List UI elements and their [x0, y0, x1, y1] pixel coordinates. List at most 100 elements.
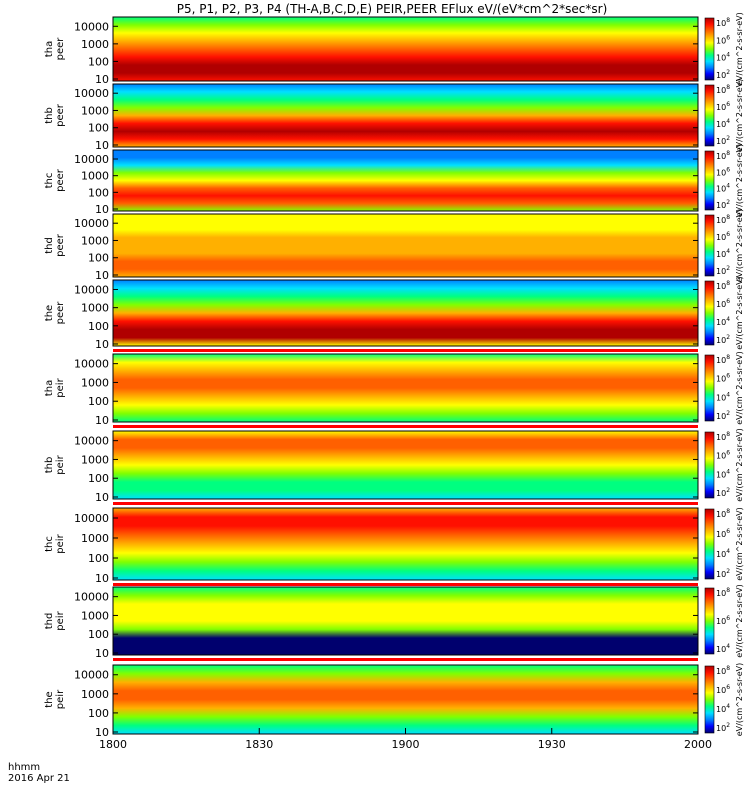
- panel-frame: [112, 149, 699, 212]
- colorbar: [704, 150, 715, 211]
- ytick-label: 10000: [74, 283, 109, 296]
- time-label-date: 2016 Apr 21: [8, 773, 70, 784]
- time-label-hhmm: hhmm: [8, 762, 40, 773]
- cb-exp: 4: [726, 548, 730, 555]
- ytick-label: 100: [88, 395, 109, 408]
- cb-exp: 6: [726, 166, 730, 173]
- ytick-label: 100: [88, 320, 109, 333]
- ytick-label: 10: [95, 726, 109, 739]
- cb-exp: 2: [726, 487, 730, 494]
- ylabel-thd-peir: thdpeir: [44, 610, 66, 630]
- cb-exp: 4: [726, 118, 730, 125]
- ytick-label: 1000: [81, 170, 109, 183]
- cb-base: 10: [716, 470, 726, 479]
- xtick-label: 1900: [392, 738, 420, 751]
- colorbar-tick: 106: [716, 101, 730, 112]
- colorbar-label: eV/(cm^2-s-sr-eV): [735, 79, 744, 152]
- ytick-label: 1000: [81, 376, 109, 389]
- colorbar-tick: 108: [716, 214, 730, 225]
- figure-title: P5, P1, P2, P3, P4 (TH-A,B,C,D,E) PEIR,P…: [177, 2, 608, 16]
- colorbar-tick: 104: [716, 183, 730, 194]
- ytick-label: 10: [95, 203, 109, 216]
- colorbar-label: eV/(cm^2-s-sr-eV): [735, 507, 744, 580]
- cb-exp: 8: [726, 508, 730, 515]
- cb-base: 10: [716, 152, 726, 161]
- panel-frame: [112, 353, 699, 423]
- cb-exp: 6: [726, 528, 730, 535]
- cb-exp: 8: [726, 665, 730, 672]
- cb-base: 10: [716, 103, 726, 112]
- colorbar: [704, 665, 715, 734]
- colorbar-tick: 102: [716, 135, 730, 146]
- cb-exp: 4: [726, 316, 730, 323]
- ytick-label: 10000: [74, 435, 109, 448]
- spectrogram-thc-peir: [113, 508, 698, 580]
- colorbar: [704, 354, 715, 422]
- cb-exp: 2: [726, 265, 730, 272]
- ytick-label: 1000: [81, 104, 109, 117]
- ytick-label: 1000: [81, 609, 109, 622]
- colorbar-tick: 108: [716, 508, 730, 519]
- spectrogram-thc-peer: [113, 150, 698, 211]
- ytick-label: 10000: [74, 153, 109, 166]
- colorbar-tick: 108: [716, 17, 730, 28]
- colorbar-tick: 106: [716, 166, 730, 177]
- cb-exp: 8: [726, 354, 730, 361]
- ylabel-the-peir: thepeir: [44, 689, 66, 709]
- ytick-label: 1000: [81, 532, 109, 545]
- cb-base: 10: [716, 318, 726, 327]
- colorbar-tick: 108: [716, 280, 730, 291]
- ylabel-product: peer: [55, 301, 66, 325]
- colorbar: [704, 280, 715, 346]
- cb-base: 10: [716, 86, 726, 95]
- cb-exp: 2: [726, 410, 730, 417]
- cb-base: 10: [716, 356, 726, 365]
- cb-base: 10: [716, 393, 726, 402]
- spectrogram-thb-peer: [113, 84, 698, 147]
- ylabel-probe: thd: [44, 613, 55, 630]
- ytick-label: 100: [88, 628, 109, 641]
- ylabel-probe: the: [44, 305, 55, 321]
- ytick-label: 1000: [81, 302, 109, 315]
- colorbar-tick: 108: [716, 84, 730, 95]
- cb-exp: 8: [726, 587, 730, 594]
- cb-base: 10: [716, 589, 726, 598]
- cb-base: 10: [716, 645, 726, 654]
- cb-base: 10: [716, 168, 726, 177]
- ytick-label: 100: [88, 55, 109, 68]
- cb-base: 10: [716, 216, 726, 225]
- cb-exp: 2: [726, 69, 730, 76]
- cb-base: 10: [716, 201, 726, 210]
- ytick-label: 1000: [81, 688, 109, 701]
- ytick-label: 1000: [81, 453, 109, 466]
- spectrogram-thd-peir: [113, 587, 698, 655]
- time-axis: 1800 1830 1900 1930 2000: [99, 728, 712, 751]
- ytick-label: 100: [88, 122, 109, 135]
- cb-exp: 4: [726, 52, 730, 59]
- cb-exp: 2: [726, 199, 730, 206]
- colorbar-tick: 106: [716, 373, 730, 384]
- colorbar-tick: 102: [716, 334, 730, 345]
- panel-frame: [112, 586, 699, 656]
- colorbar-tick: 102: [716, 69, 730, 80]
- panel-frame: [112, 279, 699, 347]
- cb-base: 10: [716, 120, 726, 129]
- cb-base: 10: [716, 282, 726, 291]
- panel-frame: [112, 16, 699, 82]
- cb-exp: 6: [726, 373, 730, 380]
- ytick-label: 10: [95, 414, 109, 427]
- ylabel-product: peir: [55, 610, 66, 630]
- colorbar-tick: 104: [716, 52, 730, 63]
- colorbar-label: eV/(cm^2-s-sr-eV): [735, 276, 744, 349]
- colorbar-tick: 108: [716, 150, 730, 161]
- cb-exp: 8: [726, 17, 730, 24]
- cb-exp: 4: [726, 391, 730, 398]
- ytick-label: 10: [95, 338, 109, 351]
